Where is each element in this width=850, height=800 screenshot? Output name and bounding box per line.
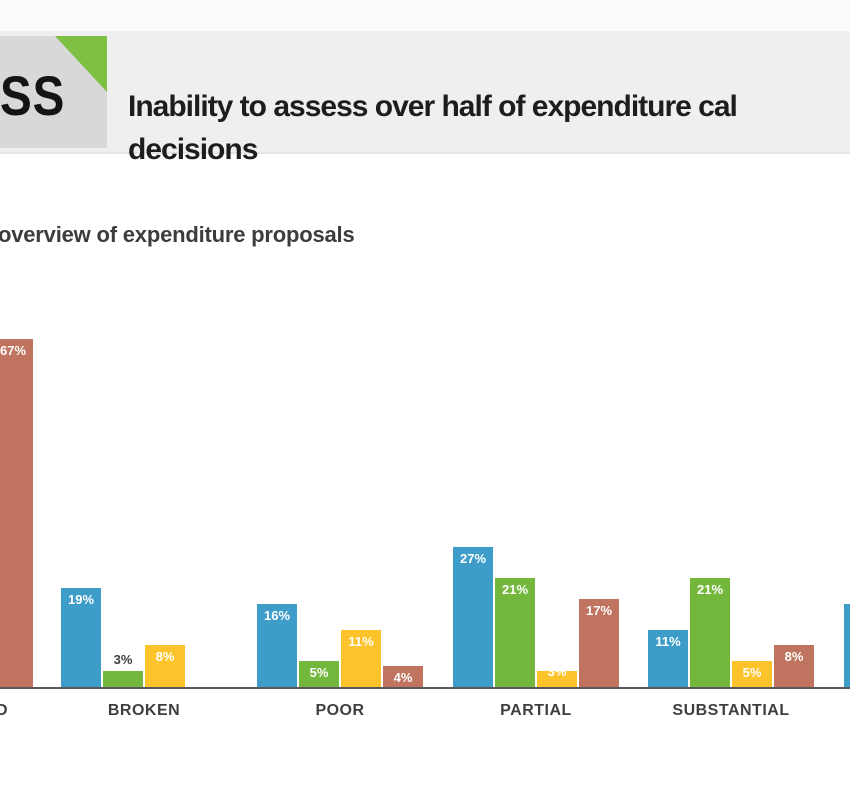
bar-value-label: 11%	[655, 634, 681, 649]
bar-value-label: 11%	[348, 634, 374, 649]
category-label-substantial: SUBSTANTIAL	[672, 702, 790, 719]
bar-value-label: 4%	[393, 670, 413, 685]
bar-value-label: 3%	[113, 652, 133, 667]
bar-SUBSTANTIAL-red: 8%	[774, 645, 814, 687]
bar-value-label: 5%	[742, 665, 762, 680]
logo-green-triangle-icon	[55, 36, 107, 92]
logo-box: SS	[0, 36, 107, 148]
bar-POOR-blue: 16%	[257, 604, 297, 687]
bar-value-label: 21%	[501, 582, 529, 597]
bar-BROKEN-yellow: 8%	[145, 645, 185, 687]
bar-POOR-red: 4%	[383, 666, 423, 687]
bar-SUBSTANTIAL-green: 21%	[690, 578, 730, 687]
bar-POOR-yellow: 11%	[341, 630, 381, 687]
bar-value-label: 3%	[547, 664, 567, 679]
bar-BROKEN-green: 3%	[103, 652, 143, 687]
bar-value-label: 8%	[784, 649, 804, 664]
top-strip	[0, 0, 850, 31]
bar-SUBSTANTIAL-yellow: 5%	[732, 661, 772, 687]
x-axis-line	[0, 687, 850, 689]
chart-subtitle: overview of expenditure proposals	[0, 222, 355, 247]
header-band: SS Inability to assess over half of expe…	[0, 31, 850, 166]
bar-value-label: 17%	[585, 603, 613, 618]
bar-value-label: 27%	[459, 551, 487, 566]
bar-BROKEN-blue: 19%	[61, 588, 101, 687]
bar-PARTIAL-red: 17%	[579, 599, 619, 687]
bar-POOR-green: 5%	[299, 661, 339, 687]
bar-value-label: 21%	[696, 582, 724, 597]
bar-clipped-group-blue	[844, 604, 850, 687]
bar-SUBSTANTIAL-blue: 11%	[648, 630, 688, 687]
title-line-2: decisions	[128, 133, 258, 166]
bar-PARTIAL-yellow: 3%	[537, 664, 577, 687]
category-label-broken: BROKEN	[107, 702, 181, 719]
category-label-d: D	[0, 702, 9, 719]
bar-value-label: 8%	[155, 649, 175, 664]
bar-value-label: 5%	[309, 665, 329, 680]
logo-text: SS	[0, 64, 66, 127]
bar-value-label: 19%	[67, 592, 95, 607]
category-label-partial: PARTIAL	[500, 702, 572, 719]
bar-value-label: 16%	[263, 608, 291, 623]
category-label-poor: POOR	[315, 702, 365, 719]
page-title: Inability to assess over half of expendi…	[128, 85, 850, 171]
bar-D-red: 67%	[0, 339, 33, 687]
bar-PARTIAL-blue: 27%	[453, 547, 493, 687]
bar-value-label: 67%	[0, 343, 27, 358]
title-line-1: Inability to assess over half of expendi…	[128, 90, 738, 123]
bar-PARTIAL-green: 21%	[495, 578, 535, 687]
